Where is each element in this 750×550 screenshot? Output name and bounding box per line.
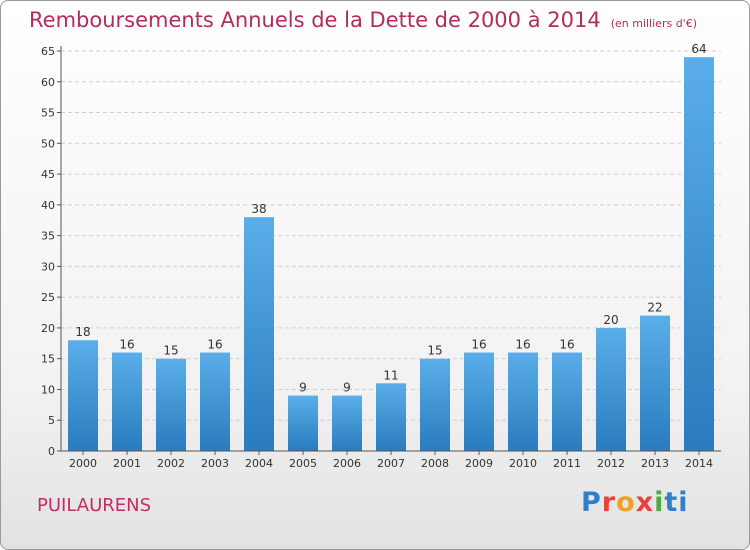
axes: 0 5 10 15 20 25 30 35 40 45 50 55 60 65 2000 2001 2002 20… [41, 45, 721, 470]
y-tick-label: 25 [41, 291, 55, 304]
y-tick-label: 30 [41, 260, 55, 273]
x-tick-label: 2006 [333, 457, 361, 470]
proxiti-logo: Proxiti [581, 487, 689, 518]
x-tick-label: 2003 [201, 457, 229, 470]
bar-value-label: 64 [691, 42, 706, 56]
bar-value-label: 15 [163, 344, 178, 358]
bar [376, 383, 406, 451]
x-tick-label: 2007 [377, 457, 405, 470]
x-tick-label: 2005 [289, 457, 317, 470]
x-tick-label: 2011 [553, 457, 581, 470]
x-tick-label: 2010 [509, 457, 537, 470]
bar-value-label: 22 [647, 301, 662, 315]
bar-value-label: 11 [383, 368, 398, 382]
logo-letter: P [581, 487, 602, 518]
y-tick-label: 45 [41, 168, 55, 181]
logo-letter: o [616, 487, 636, 518]
bar-value-label: 18 [75, 325, 90, 339]
x-tick-label: 2008 [421, 457, 449, 470]
bar-value-label: 38 [251, 202, 266, 216]
bar [112, 352, 142, 451]
bar-value-label: 20 [603, 313, 618, 327]
bar [684, 57, 714, 452]
bar-value-label: 16 [119, 338, 134, 352]
y-tick-label: 15 [41, 353, 55, 366]
bar [68, 340, 98, 451]
y-tick-label: 10 [41, 383, 55, 396]
bar [332, 395, 362, 451]
title-text: Remboursements Annuels de la Dette de 20… [29, 8, 601, 32]
logo-letter: i [654, 487, 665, 518]
y-tick-label: 20 [41, 322, 55, 335]
chart-title: Remboursements Annuels de la Dette de 20… [29, 8, 697, 32]
y-tick-label: 35 [41, 230, 55, 243]
bar-value-label: 9 [343, 381, 351, 395]
x-tick-label: 2001 [113, 457, 141, 470]
bar-value-label: 9 [299, 381, 307, 395]
bar [596, 327, 626, 451]
bar [508, 352, 538, 451]
bar [156, 358, 186, 451]
bar-value-label: 15 [427, 344, 442, 358]
x-tick-label: 2012 [597, 457, 625, 470]
logo-letter: r [601, 487, 617, 518]
x-tick-label: 2013 [641, 457, 669, 470]
bar [200, 352, 230, 451]
logo-letter: ti [664, 487, 689, 518]
x-tick-label: 2002 [157, 457, 185, 470]
bar [552, 352, 582, 451]
bar [420, 358, 450, 451]
y-tick-label: 60 [41, 76, 55, 89]
y-tick-label: 0 [48, 445, 55, 458]
y-tick-label: 50 [41, 137, 55, 150]
bar-value-label: 16 [471, 338, 486, 352]
title-unit: (en milliers d'€) [610, 17, 697, 30]
bar-value-label: 16 [559, 338, 574, 352]
x-tick-label: 2000 [69, 457, 97, 470]
x-tick-label: 2009 [465, 457, 493, 470]
x-tick-label: 2004 [245, 457, 273, 470]
y-tick-label: 5 [48, 414, 55, 427]
place-name: PUILAURENS [37, 495, 152, 516]
y-tick-label: 55 [41, 107, 55, 120]
bar [464, 352, 494, 451]
bar-value-label: 16 [515, 338, 530, 352]
bar [640, 315, 670, 451]
bars: 18 16 15 16 38 9 9 11 15 16 16 16 20 22 64 [68, 42, 714, 452]
x-tick-label: 2014 [685, 457, 713, 470]
y-tick-label: 65 [41, 45, 55, 58]
bar [244, 217, 274, 451]
bar-value-label: 16 [207, 338, 222, 352]
y-tick-label: 40 [41, 199, 55, 212]
bar [288, 395, 318, 451]
logo-letter: x [635, 487, 655, 518]
